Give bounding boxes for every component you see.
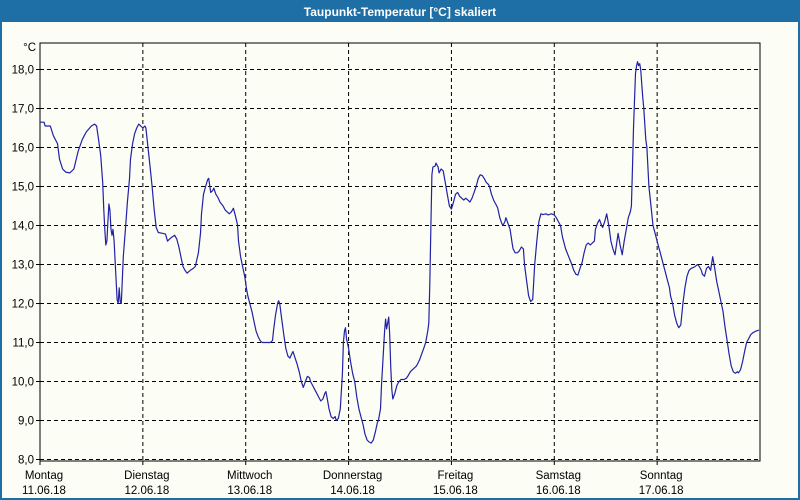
y-tick-label: 12,0 [12, 299, 34, 311]
x-date-label: 12.06.18 [124, 485, 169, 497]
chart-svg: 18,0 17,0 16,0 15,0 14,0 13,0 12,0 11,0 10,0 9,0 8… [12, 42, 761, 497]
x-day-label: Freitag [438, 470, 474, 482]
y-tick-label: 15,0 [12, 182, 34, 194]
x-day-label: Samstag [536, 470, 581, 482]
x-date-label: 13.06.18 [227, 485, 272, 497]
x-day-label: Mittwoch [227, 470, 272, 482]
y-tick-label: 13,0 [12, 260, 34, 272]
y-tick-label: 17,0 [12, 104, 34, 116]
x-date-label: 17.06.18 [639, 485, 684, 497]
x-day-label: Dienstag [124, 470, 169, 482]
dewpoint-line [40, 61, 760, 444]
x-date-label: 11.06.18 [22, 485, 66, 497]
x-date-label: 14.06.18 [330, 485, 375, 497]
x-day-label: Montag [25, 470, 63, 482]
plot-border [39, 42, 761, 462]
x-day-label: Sonntag [640, 470, 683, 482]
x-day-label: Donnerstag [323, 470, 382, 482]
y-tick-label: 9,0 [18, 416, 34, 428]
y-tick-label: 16,0 [12, 143, 34, 155]
title-bar[interactable]: Taupunkt-Temperatur [°C] skaliert [2, 2, 798, 22]
y-tick-label: 10,0 [12, 377, 34, 389]
y-tick-label: 11,0 [12, 338, 34, 350]
x-date-label: 16.06.18 [536, 485, 581, 497]
y-tick-label: 18,0 [12, 65, 34, 77]
y-tick-label: 8,0 [18, 455, 34, 467]
x-date-label: 15.06.18 [433, 485, 478, 497]
window-title: Taupunkt-Temperatur [°C] skaliert [303, 5, 497, 19]
y-axis-unit-label: °C [23, 42, 36, 54]
y-tick-label: 14,0 [12, 221, 34, 233]
